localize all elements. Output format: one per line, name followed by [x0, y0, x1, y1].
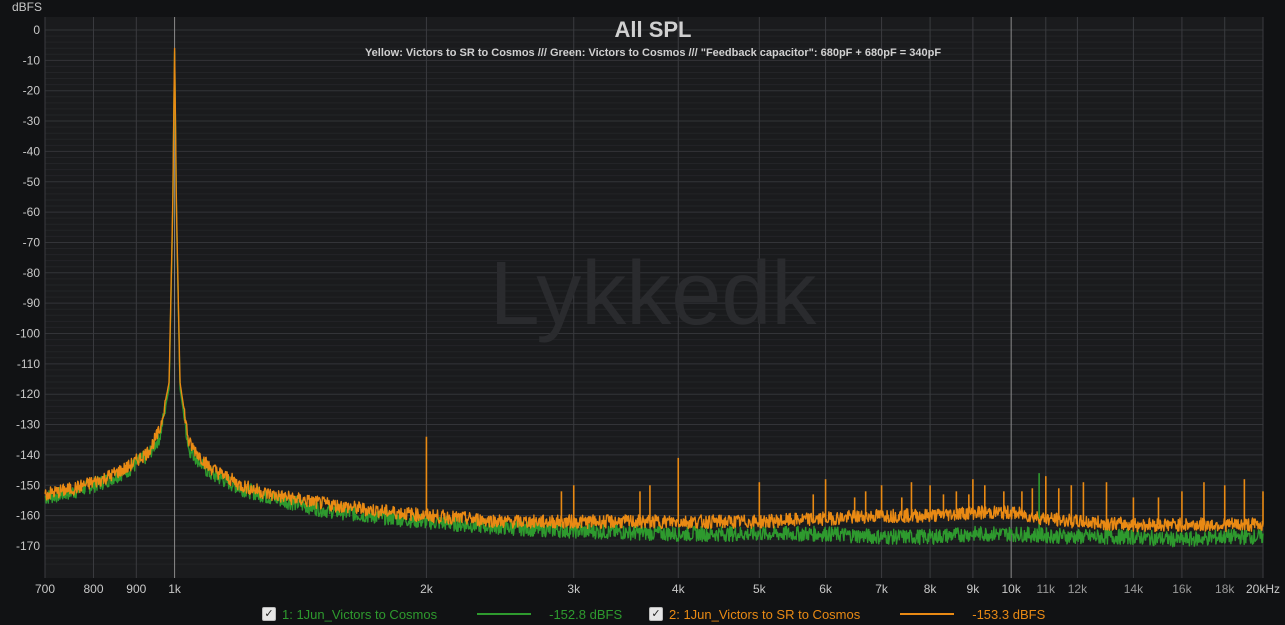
series-layer [44, 47, 1264, 548]
legend-swatch-2 [900, 613, 955, 615]
x-tick-label: 800 [83, 582, 103, 596]
y-tick-label: -40 [23, 144, 41, 158]
legend-item-1[interactable]: ✓ 1: 1Jun_Victors to Cosmos -152.8 dBFS [262, 604, 622, 624]
y-tick-label: -30 [23, 114, 41, 128]
y-tick-label: -90 [23, 296, 41, 310]
legend-value-2: -153.3 dBFS [972, 606, 1046, 622]
series-line [44, 47, 1264, 533]
x-tick-label: 2k [420, 582, 434, 596]
legend-item-2[interactable]: ✓ 2: 1Jun_Victors to SR to Cosmos -153.3… [649, 604, 1045, 624]
watermark: Lykkedk [490, 244, 818, 344]
y-tick-label: 0 [33, 23, 40, 37]
spectrum-chart: Lykkedk 0 -10 -20 -30 -40 -50 -60 -70 -80 -90 -100… [12, 0, 1280, 596]
x-tick-label: 10k [1001, 582, 1021, 596]
major-grid [44, 17, 1264, 578]
x-tick-label: 3k [567, 582, 581, 596]
x-tick-label: 16k [1172, 582, 1192, 596]
x-axis-ticks: 700 800 900 1k 2k 3k 4k 5k 6k 7k 8k 9k 10k 11k 12k 14k 1… [35, 582, 1280, 596]
y-tick-label: -60 [23, 205, 41, 219]
y-tick-label: -80 [23, 266, 41, 280]
x-tick-label: 900 [126, 582, 146, 596]
x-tick-label: 6k [819, 582, 833, 596]
legend-value-1: -152.8 dBFS [549, 606, 623, 622]
y-tick-label: -160 [16, 509, 40, 523]
x-tick-label: 5k [753, 582, 767, 596]
x-tick-label: 700 [35, 582, 55, 596]
checkbox-icon[interactable]: ✓ [262, 607, 276, 621]
legend-swatch-1 [477, 613, 532, 615]
y-tick-label: -170 [16, 539, 40, 553]
legend-label-1: 1: 1Jun_Victors to Cosmos [282, 606, 438, 622]
y-tick-label: -110 [17, 357, 40, 371]
minor-grid [45, 35, 1263, 565]
x-tick-label: 4k [672, 582, 686, 596]
x-tick-label: 9k [967, 582, 981, 596]
legend-label-2: 2: 1Jun_Victors to SR to Cosmos [669, 606, 861, 622]
y-tick-label: -20 [23, 84, 41, 98]
y-tick-label: -10 [23, 53, 41, 67]
y-tick-label: -50 [23, 175, 41, 189]
y-tick-label: -120 [16, 387, 40, 401]
y-axis-label: dBFS [12, 0, 42, 14]
x-tick-label: 11k [1037, 582, 1056, 596]
x-tick-label: 7k [875, 582, 889, 596]
x-tick-label: 20kHz [1246, 582, 1280, 596]
chart-title: All SPL [614, 17, 691, 42]
checkbox-icon[interactable]: ✓ [649, 607, 663, 621]
y-tick-label: -100 [16, 327, 40, 341]
y-tick-label: -70 [23, 235, 41, 249]
y-tick-label: -140 [16, 448, 40, 462]
y-tick-label: -150 [16, 478, 40, 492]
x-tick-label: 8k [924, 582, 938, 596]
x-tick-label: 12k [1068, 582, 1088, 596]
x-tick-label: 14k [1124, 582, 1144, 596]
chart-subtitle: Yellow: Victors to SR to Cosmos /// Gree… [365, 47, 941, 59]
y-tick-label: -130 [16, 418, 40, 432]
x-tick-label: 1k [168, 582, 182, 596]
x-tick-label: 18k [1215, 582, 1235, 596]
y-axis-ticks: 0 -10 -20 -30 -40 -50 -60 -70 -80 -90 -100 -110 -120… [16, 23, 40, 553]
